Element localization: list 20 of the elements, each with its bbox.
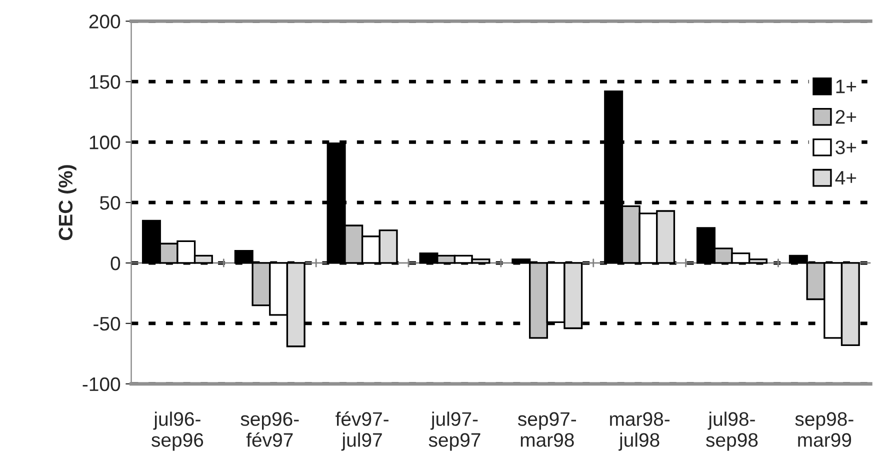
y-tick-label: 50 <box>100 196 120 210</box>
x-tick-label: jul97- sep97 <box>428 412 480 451</box>
y-tick-label: -100 <box>82 377 120 392</box>
x-tick-label: jul98- sep98 <box>706 412 758 451</box>
y-tick-label: 0 <box>110 256 120 270</box>
x-tick-label: fév97- jul97 <box>336 411 388 451</box>
y-tick-label: 200 <box>89 14 120 28</box>
y-tick-label: 100 <box>90 136 120 150</box>
x-tick-label: jul96- sep96 <box>152 412 204 451</box>
legend-label: 2+ <box>836 110 856 124</box>
x-tick-label: sep98- mar99 <box>795 412 854 447</box>
legend-label: 3+ <box>836 140 856 154</box>
x-tick-label: mar98- jul98 <box>610 412 670 451</box>
x-tick-label: sep96- fév97 <box>240 412 299 447</box>
y-tick-label: 150 <box>90 75 120 89</box>
x-tick-label: sep97- mar98 <box>518 412 576 447</box>
legend-label: 1+ <box>836 80 856 94</box>
y-axis-title: CEC (%) <box>58 165 76 240</box>
legend-label: 4+ <box>835 171 856 185</box>
y-tick-label: -50 <box>94 316 120 331</box>
